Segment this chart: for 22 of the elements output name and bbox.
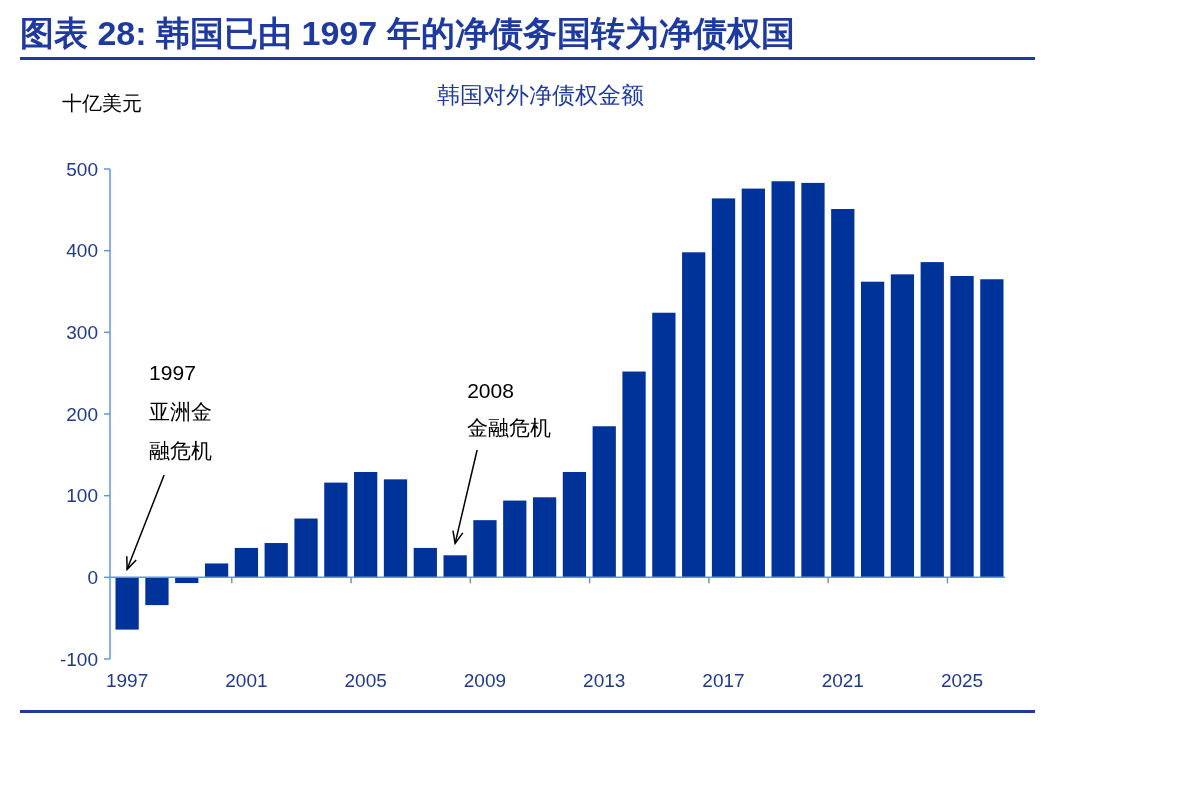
x-tick-label: 2013 xyxy=(583,670,626,691)
y-tick-label: 100 xyxy=(66,485,98,507)
annotation: 1997 xyxy=(149,361,196,384)
annotation: 金融危机 xyxy=(467,416,552,439)
annotation: 亚洲金融危机 xyxy=(149,400,213,462)
x-tick-label: 2005 xyxy=(344,670,387,691)
x-tick-label: 1997 xyxy=(105,670,149,691)
y-tick-label: 0 xyxy=(87,566,98,588)
y-tick-label: 300 xyxy=(66,321,98,343)
y-tick-label: -100 xyxy=(59,648,98,670)
y-tick-label: 200 xyxy=(66,403,98,425)
y-tick-label: 400 xyxy=(66,240,98,262)
x-tick-label: 2025 xyxy=(940,670,984,691)
x-tick-label: 2021 xyxy=(821,670,864,691)
x-tick-label: 2017 xyxy=(702,670,745,691)
chart-subtitle: 韩国对外净债权金额 xyxy=(436,82,644,108)
x-tick-label: 2009 xyxy=(463,670,507,691)
chart-title: 图表 28: 韩国已由 1997 年的净债务国转为净债权国 xyxy=(20,14,795,52)
y-axis-title: 十亿美元 xyxy=(62,92,142,114)
y-tick-label: 500 xyxy=(66,158,98,180)
x-tick-label: 2001 xyxy=(225,670,268,691)
annotation: 2008 xyxy=(467,379,514,402)
